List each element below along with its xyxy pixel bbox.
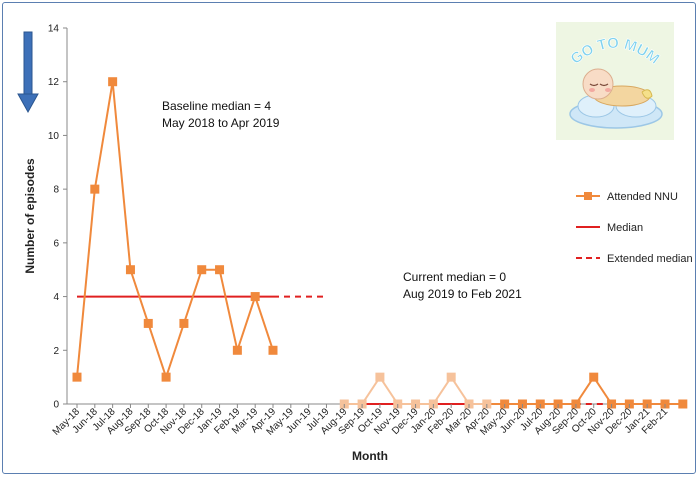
y-tick-label: 4 bbox=[53, 292, 59, 303]
legend-label-extended-median: Extended median bbox=[607, 253, 693, 265]
series-line-segment bbox=[165, 323, 185, 378]
series-line-segment bbox=[254, 296, 274, 351]
data-point-Feb-19 bbox=[232, 345, 242, 355]
data-point-Dec-18 bbox=[197, 265, 207, 275]
data-point-undefined bbox=[678, 399, 688, 409]
legend-label-median: Median bbox=[607, 222, 643, 234]
legend-label-attended-nnu: Attended NNU bbox=[607, 191, 678, 203]
data-point-Jun-18 bbox=[90, 184, 100, 194]
y-tick-label: 2 bbox=[53, 346, 59, 357]
series-line-segment bbox=[147, 323, 168, 378]
y-tick-label: 14 bbox=[48, 24, 60, 35]
y-axis-title: Number of episodes bbox=[23, 158, 37, 274]
legend-entry-attended-nnu: Attended NNU bbox=[576, 191, 678, 203]
x-axis-title: Month bbox=[352, 449, 388, 463]
median-lines bbox=[77, 295, 665, 405]
data-point-May-18 bbox=[72, 372, 82, 382]
svg-text:GO TO MUM: GO TO MUM bbox=[567, 35, 662, 68]
y-tick-label: 8 bbox=[53, 185, 59, 196]
current-median-period: Aug 2019 to Feb 2021 bbox=[403, 287, 522, 301]
series-line-segment bbox=[76, 189, 96, 378]
y-tick-label: 12 bbox=[48, 77, 60, 88]
series-line-segment bbox=[236, 296, 257, 351]
data-point-Apr-19 bbox=[268, 345, 278, 355]
data-point-Jan-19 bbox=[215, 265, 225, 275]
data-point-Jul-18 bbox=[108, 77, 118, 87]
series-line-segment bbox=[111, 81, 132, 270]
legend: Attended NNU Median Extended median bbox=[576, 191, 693, 265]
data-point-Sep-18 bbox=[143, 318, 153, 328]
go-to-mum-logo: GO TO MUM bbox=[556, 22, 674, 140]
current-median-annotation: Current median = 0 Aug 2019 to Feb 2021 bbox=[403, 270, 522, 301]
baseline-median-period: May 2018 to Apr 2019 bbox=[162, 116, 280, 130]
data-point-Oct-20 bbox=[589, 372, 599, 382]
series-line-segment bbox=[129, 269, 150, 324]
sleeping-baby-on-cloud-icon: GO TO MUM bbox=[567, 35, 663, 129]
x-tick-labels: May-18Jun-18Jul-18Aug-18Sep-18Oct-18Nov-… bbox=[51, 404, 670, 438]
down-arrow-icon bbox=[17, 31, 39, 114]
baseline-median-annotation: Baseline median = 4 May 2018 to Apr 2019 bbox=[162, 99, 280, 130]
data-point-Feb-20 bbox=[446, 372, 456, 382]
y-tick-labels: 0 2 4 6 8 10 12 14 bbox=[48, 24, 67, 411]
data-point-Oct-18 bbox=[161, 372, 171, 382]
y-tick-label: 6 bbox=[53, 238, 59, 249]
legend-entry-median: Median bbox=[576, 222, 643, 234]
data-point-Oct-19 bbox=[375, 372, 385, 382]
series-line-segment bbox=[218, 269, 239, 351]
series-line-segment bbox=[93, 81, 114, 190]
data-point-Nov-18 bbox=[179, 318, 189, 328]
chart-frame bbox=[2, 2, 696, 474]
data-point-Mar-19 bbox=[250, 292, 260, 302]
current-median-label: Current median = 0 bbox=[403, 270, 506, 284]
logo-text: GO TO MUM bbox=[567, 35, 663, 69]
legend-entry-extended-median: Extended median bbox=[576, 253, 693, 265]
y-tick-label: 0 bbox=[53, 400, 59, 411]
y-tick-label: 10 bbox=[48, 131, 60, 142]
baseline-median-label: Baseline median = 4 bbox=[162, 99, 271, 113]
series-line-segment bbox=[182, 269, 203, 324]
data-point-Aug-18 bbox=[125, 265, 135, 275]
